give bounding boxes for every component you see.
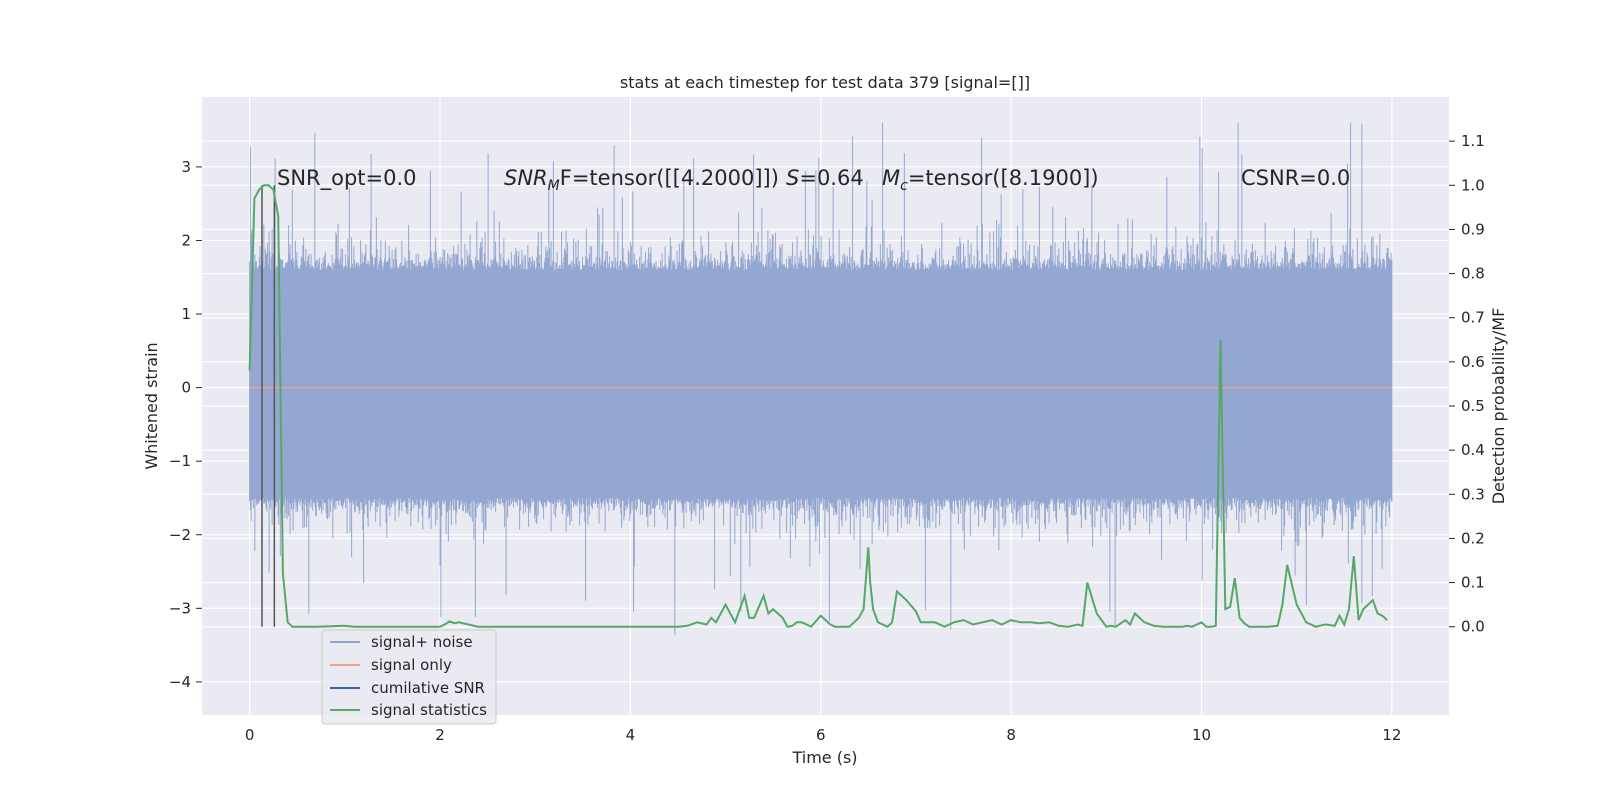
left-y-axis-label: Whitened strain xyxy=(142,342,161,469)
x-tick-label: 8 xyxy=(1006,726,1016,744)
y-tick-label-right: 1.0 xyxy=(1461,176,1485,194)
annotation-snr-mf: SNRMF=tensor([[4.2000]]) xyxy=(504,166,779,194)
y-tick-label-left: 2 xyxy=(181,231,191,249)
legend-label-signal-only: signal only xyxy=(371,656,452,674)
y-tick-label-left: 0 xyxy=(181,379,191,397)
y-tick-label-right: 0.0 xyxy=(1461,618,1485,636)
y-tick-label-left: 1 xyxy=(181,305,191,323)
x-tick-label: 10 xyxy=(1192,726,1211,744)
x-tick-label: 0 xyxy=(245,726,255,744)
x-tick-label: 4 xyxy=(626,726,636,744)
right-y-axis-ticks: 1.1 1.0 0.9 0.8 0.7 0.6 0.5 0.4 0.3 0.2 0.1 0.0 xyxy=(1449,132,1485,636)
x-tick-label: 6 xyxy=(816,726,826,744)
mc-value: =tensor([8.1900]) xyxy=(908,166,1099,190)
y-tick-label-right: 0.7 xyxy=(1461,309,1485,327)
signal-statistics-line xyxy=(248,184,1388,628)
y-tick-label-right: 0.6 xyxy=(1461,353,1485,371)
s-variable: S xyxy=(786,166,799,190)
legend-label-signal-statistics: signal statistics xyxy=(371,701,487,719)
legend-label-cumulative-snr: cumilative SNR xyxy=(371,679,485,697)
mc-base: M xyxy=(882,166,900,190)
y-tick-label-left: −3 xyxy=(169,599,191,617)
y-tick-label-left: −1 xyxy=(169,452,191,470)
right-y-axis-label: Detection probability/MF xyxy=(1489,308,1508,505)
legend-label-noise: signal+ noise xyxy=(371,633,473,651)
y-tick-label-right: 0.5 xyxy=(1461,397,1485,415)
s-value: =0.64 xyxy=(799,166,863,190)
y-tick-label-right: 0.4 xyxy=(1461,441,1485,459)
y-tick-label-right: 0.8 xyxy=(1461,265,1485,283)
x-tick-label: 12 xyxy=(1382,726,1401,744)
y-tick-label-right: 0.3 xyxy=(1461,485,1485,503)
snr-mf-subscript: M xyxy=(548,178,560,194)
mc-subscript: c xyxy=(900,178,908,194)
y-tick-label-left: −2 xyxy=(169,526,191,544)
x-tick-label: 2 xyxy=(435,726,445,744)
y-tick-label-left: 3 xyxy=(181,158,191,176)
legend: signal+ noise signal only cumilative SNR… xyxy=(321,629,497,725)
signal-statistics-series xyxy=(248,184,1388,628)
chart-title: stats at each timestep for test data 379… xyxy=(620,73,1030,92)
y-tick-label-right: 1.1 xyxy=(1461,132,1485,150)
annotation-mc: Mc=tensor([8.1900]) xyxy=(882,166,1099,194)
annotation-csnr: CSNR=0.0 xyxy=(1241,166,1350,190)
annotation-snr-opt: SNR_opt=0.0 xyxy=(277,166,417,191)
vertical-markers xyxy=(261,185,276,627)
x-axis-label: Time (s) xyxy=(791,748,857,767)
snr-mf-value: F=tensor([[4.2000]]) xyxy=(560,166,779,190)
snr-mf-base: SNR xyxy=(504,166,548,190)
annotation-s: S=0.64 xyxy=(786,166,864,190)
y-tick-label-left: −4 xyxy=(169,673,191,691)
y-tick-label-right: 0.1 xyxy=(1461,574,1485,592)
y-tick-label-right: 0.2 xyxy=(1461,529,1485,547)
x-axis-ticks: 0 2 4 6 8 10 12 xyxy=(245,726,1402,744)
y-tick-label-right: 0.9 xyxy=(1461,220,1485,238)
left-y-axis-ticks: 3 2 1 0 −1 −2 −3 −4 xyxy=(169,158,202,691)
legend-box xyxy=(321,629,497,725)
